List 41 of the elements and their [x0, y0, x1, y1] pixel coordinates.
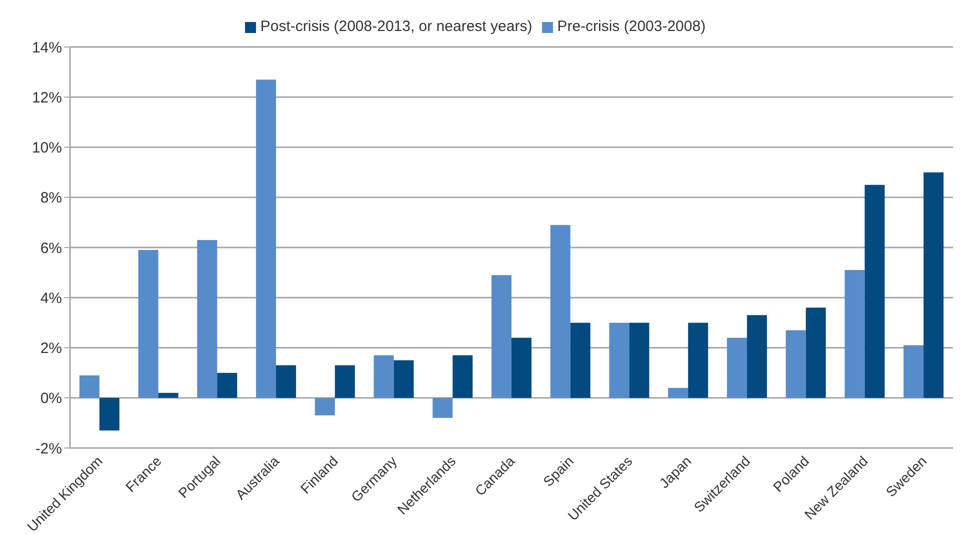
bar	[197, 240, 218, 398]
bar	[256, 80, 276, 398]
y-tick-label: -2%	[35, 440, 62, 458]
y-tick-label: 0%	[40, 390, 62, 408]
bar	[491, 275, 512, 398]
bar	[394, 360, 414, 398]
bar	[374, 355, 394, 398]
bar	[138, 250, 158, 398]
y-tick-label: 12%	[32, 89, 62, 106]
bar	[806, 308, 826, 398]
y-tick-label: 14%	[32, 39, 62, 56]
bar	[786, 330, 806, 398]
legend-label: Pre-crisis (2003-2008)	[557, 18, 706, 35]
bar	[609, 322, 630, 398]
bar	[79, 375, 100, 398]
y-tick-label: 4%	[40, 290, 62, 307]
bar	[904, 345, 924, 398]
bar	[570, 322, 590, 398]
bar	[334, 365, 355, 398]
bar	[158, 392, 178, 398]
bar	[314, 398, 335, 416]
bar	[844, 270, 865, 398]
bar	[726, 338, 747, 398]
bar	[688, 322, 708, 398]
legend-label: Post-crisis (2008-2013, or nearest years)	[260, 18, 532, 35]
bar	[746, 315, 767, 398]
bar	[864, 184, 885, 398]
bar	[452, 355, 473, 398]
y-tick-label: 10%	[32, 140, 62, 157]
y-tick-label: 6%	[40, 240, 62, 257]
bar	[550, 224, 570, 398]
bar	[432, 398, 453, 418]
bar	[629, 322, 650, 398]
bar	[217, 372, 238, 398]
bar	[99, 398, 120, 430]
bar	[511, 338, 532, 398]
bar	[668, 388, 688, 398]
y-tick-label: 8%	[40, 190, 62, 207]
y-tick-label: 2%	[40, 340, 62, 358]
bar	[276, 365, 296, 398]
bar	[924, 172, 944, 398]
